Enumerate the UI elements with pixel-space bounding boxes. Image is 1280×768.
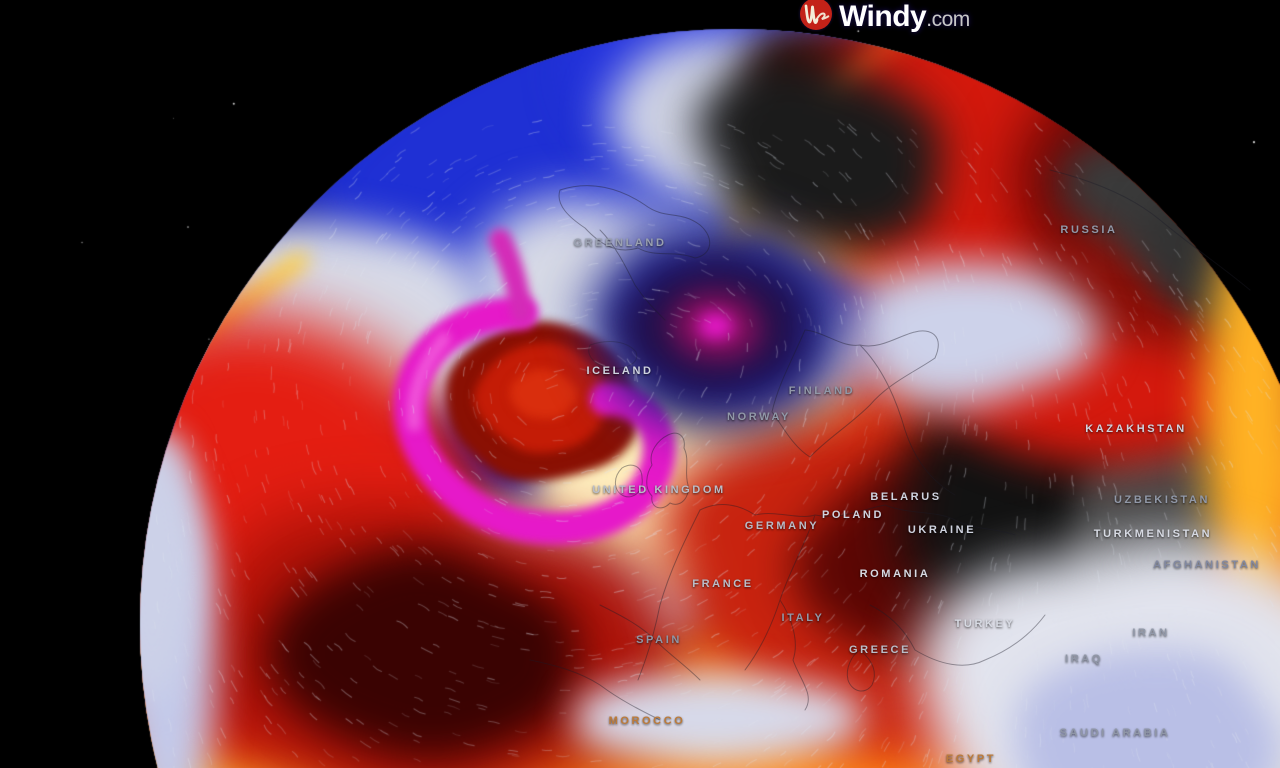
svg-text:NORWAY: NORWAY (727, 411, 791, 423)
svg-text:SAUDI ARABIA: SAUDI ARABIA (1060, 727, 1171, 739)
svg-text:GERMANY: GERMANY (745, 520, 819, 532)
svg-text:MOROCCO: MOROCCO (609, 715, 686, 727)
svg-text:UZBEKISTAN: UZBEKISTAN (1114, 494, 1210, 506)
svg-text:SPAIN: SPAIN (636, 634, 682, 646)
svg-text:ITALY: ITALY (782, 612, 825, 624)
svg-text:KAZAKHSTAN: KAZAKHSTAN (1085, 423, 1187, 435)
svg-text:UNITED KINGDOM: UNITED KINGDOM (592, 484, 726, 496)
svg-text:FINLAND: FINLAND (789, 385, 855, 397)
svg-text:IRAN: IRAN (1132, 627, 1169, 639)
svg-text:POLAND: POLAND (822, 509, 884, 521)
svg-text:TURKMENISTAN: TURKMENISTAN (1094, 528, 1212, 540)
svg-text:ROMANIA: ROMANIA (860, 568, 931, 580)
svg-text:UKRAINE: UKRAINE (908, 524, 976, 536)
svg-text:IRAQ: IRAQ (1065, 653, 1103, 665)
svg-text:GREECE: GREECE (849, 644, 911, 656)
svg-text:RUSSIA: RUSSIA (1060, 224, 1117, 236)
svg-text:GREENLAND: GREENLAND (573, 237, 666, 249)
svg-text:AFGHANISTAN: AFGHANISTAN (1153, 559, 1261, 571)
svg-text:FRANCE: FRANCE (692, 578, 753, 590)
svg-text:EGYPT: EGYPT (946, 753, 996, 765)
svg-text:ICELAND: ICELAND (586, 365, 653, 377)
svg-text:BELARUS: BELARUS (870, 491, 941, 503)
svg-text:TURKEY: TURKEY (955, 618, 1016, 630)
svg-text:Windy.com: Windy.com (839, 0, 970, 33)
